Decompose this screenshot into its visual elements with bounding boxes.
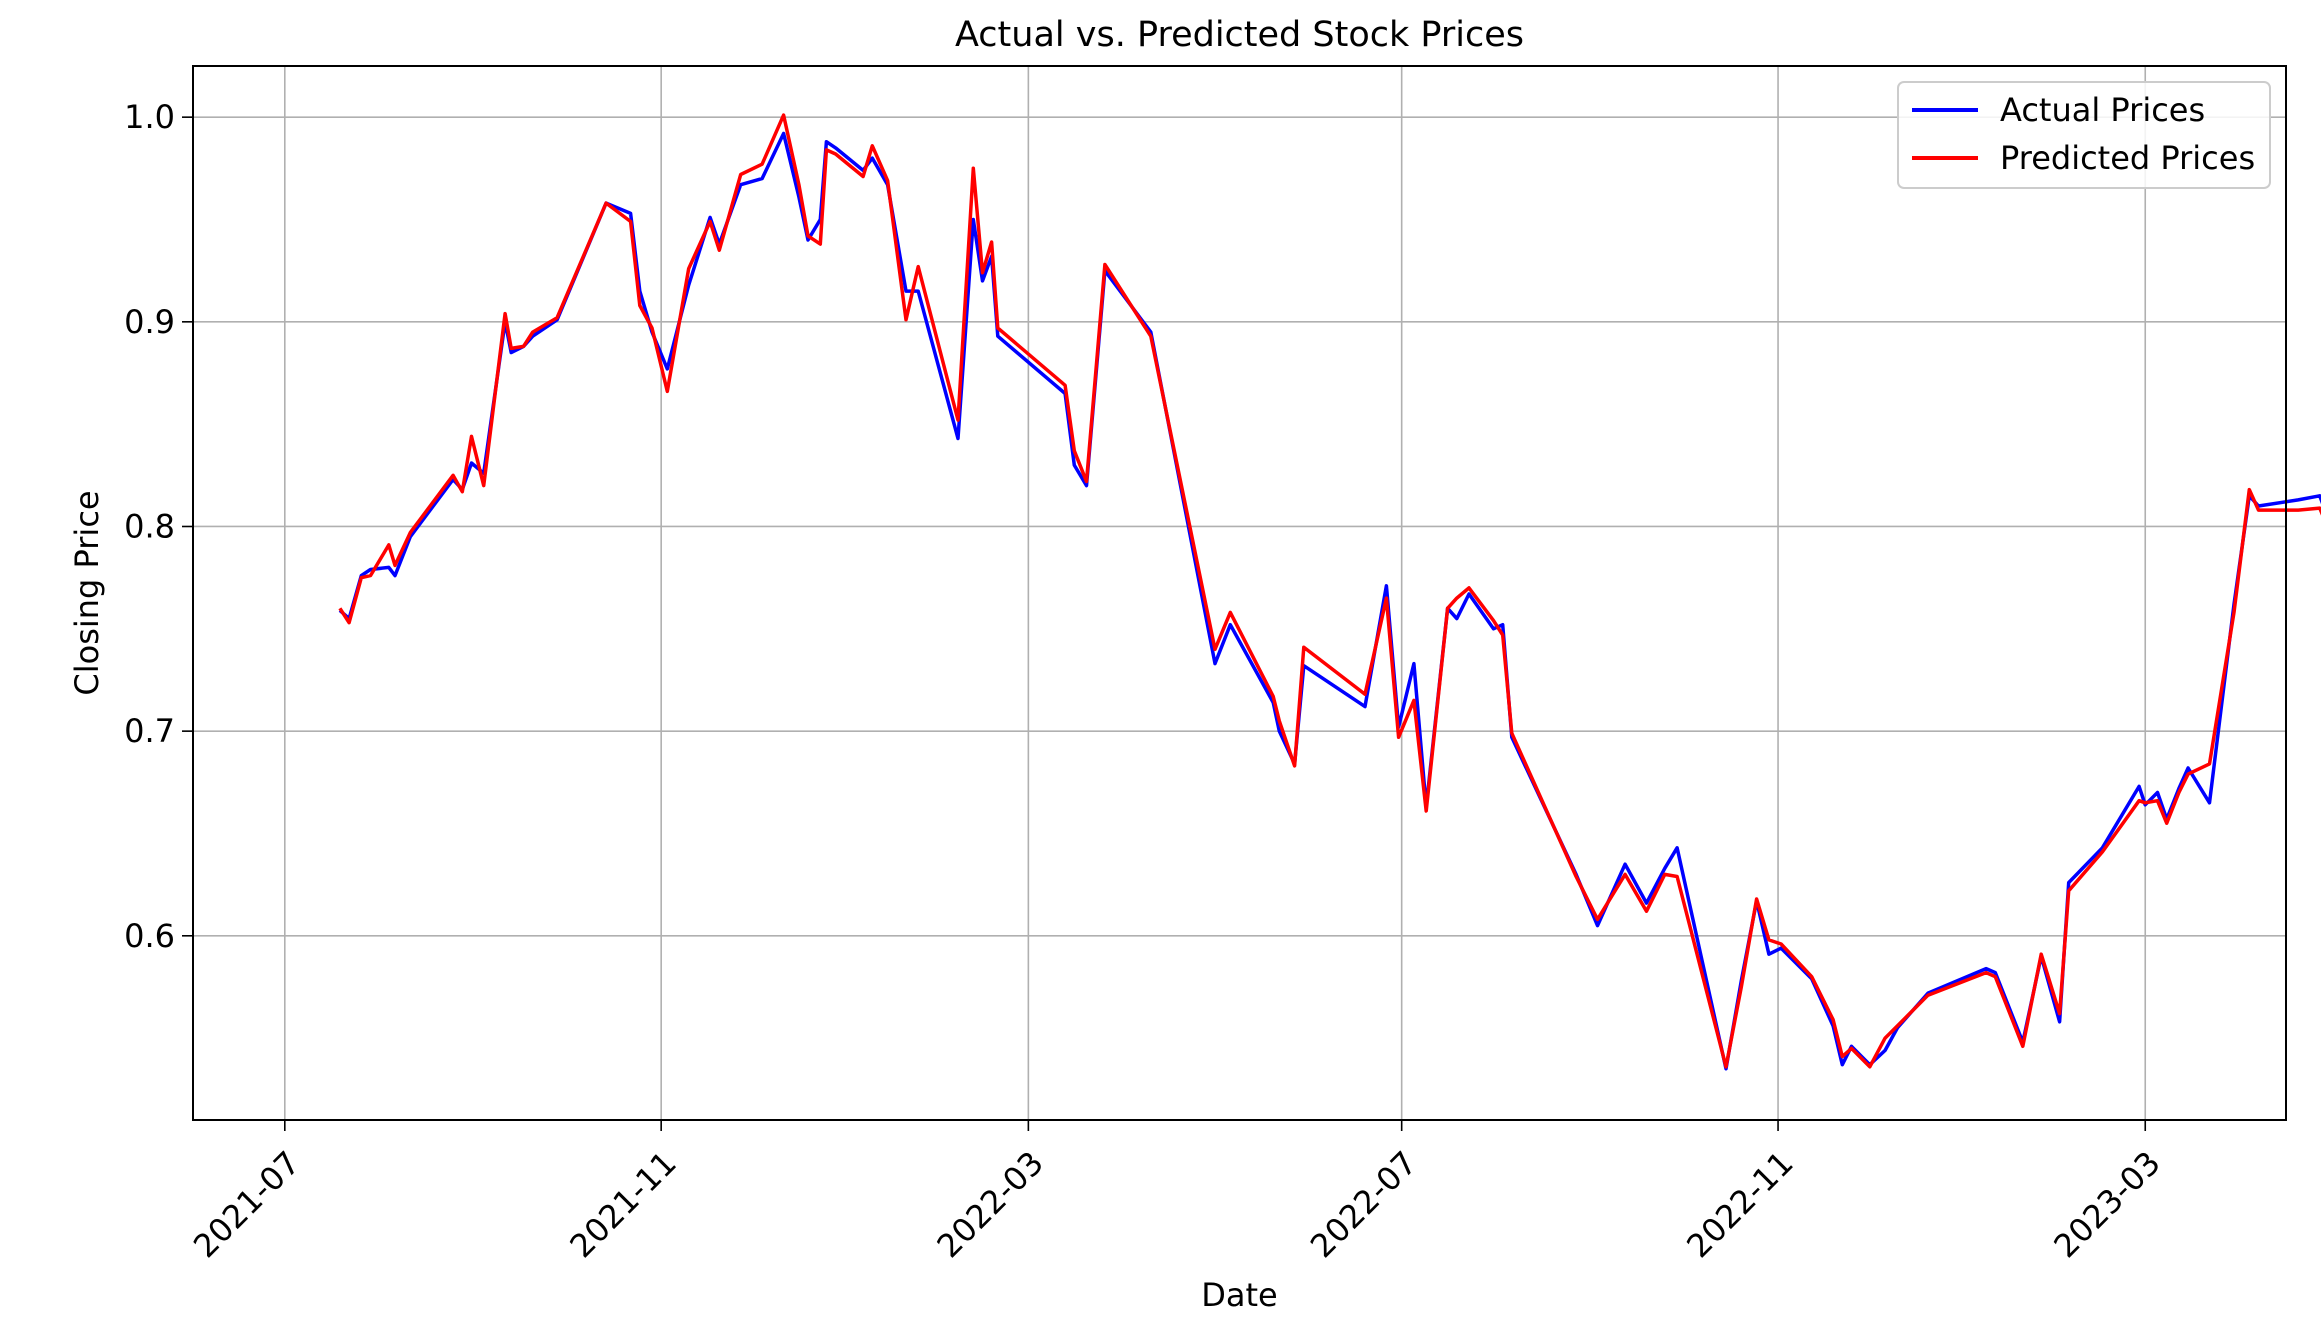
- grid: [193, 66, 2286, 1120]
- legend-label-actual: Actual Prices: [2000, 91, 2205, 129]
- y-tick-label: 0.6: [124, 917, 175, 955]
- chart-title: Actual vs. Predicted Stock Prices: [955, 15, 1524, 55]
- series-layer: [338, 113, 2321, 1071]
- y-tick-label: 0.8: [124, 507, 175, 545]
- x-axis-label: Date: [1201, 1276, 1277, 1314]
- plot-frame: [192, 65, 2287, 1121]
- legend-box: [1897, 81, 2271, 189]
- y-axis-label: Closing Price: [68, 490, 106, 695]
- legend-label-predicted: Predicted Prices: [2000, 139, 2255, 177]
- y-tick-label: 0.9: [124, 303, 175, 341]
- y-tick-label: 1.0: [124, 98, 175, 136]
- series-line-predicted: [338, 113, 2321, 1069]
- legend: Actual Prices Predicted Prices: [1897, 81, 2271, 189]
- y-axis: 0.6 0.7 0.8 0.9 1.0: [124, 98, 193, 955]
- y-tick-label: 0.7: [124, 712, 175, 750]
